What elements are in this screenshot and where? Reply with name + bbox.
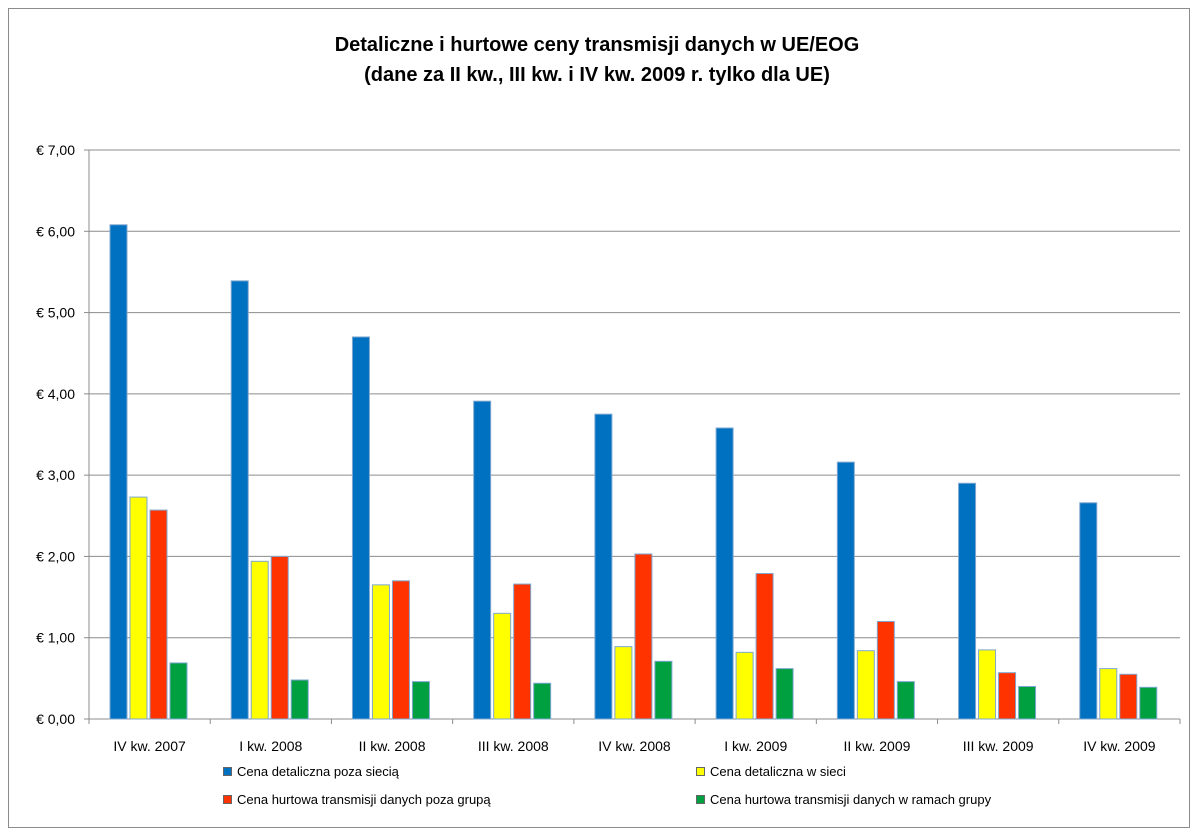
legend-item: Cena hurtowa transmisji danych w ramach … [696, 792, 991, 807]
bar [270, 555, 289, 720]
bar [755, 572, 774, 720]
y-tick-label: € 2,00 [36, 548, 75, 564]
x-tick-label: IV kw. 2007 [113, 738, 186, 754]
legend-label: Cena detaliczna w sieci [710, 764, 846, 779]
bar [896, 681, 915, 720]
bar [109, 224, 128, 720]
bar [513, 583, 532, 720]
legend-swatch [223, 767, 232, 776]
tick-labels: € 0,00 € 1,00 € 2,00 € 3,00 € 4,00 € 5,00 € 6,… [36, 142, 1156, 754]
x-tick-label: II kw. 2009 [843, 738, 910, 754]
chart-title: Detaliczne i hurtowe ceny transmisji dan… [334, 34, 860, 56]
bar [775, 668, 794, 720]
x-tick-label: II kw. 2008 [359, 738, 426, 754]
y-tick-label: € 7,00 [36, 142, 75, 158]
bar [493, 612, 512, 720]
bar [998, 672, 1017, 720]
bar [290, 679, 309, 720]
bar [614, 646, 633, 720]
legend-swatch [696, 795, 705, 804]
bar [371, 584, 390, 720]
bar [351, 336, 370, 720]
y-tick-label: € 0,00 [36, 711, 75, 727]
x-tick-label: I kw. 2009 [724, 738, 787, 754]
y-tick-label: € 3,00 [36, 467, 75, 483]
bar [169, 662, 188, 720]
bar [250, 560, 269, 720]
bar [978, 649, 997, 720]
bar [129, 496, 148, 720]
bar [473, 400, 492, 720]
bar [1099, 668, 1118, 720]
y-tick-label: € 5,00 [36, 305, 75, 321]
bar [533, 682, 552, 720]
bar [391, 580, 410, 720]
chart-subtitle: (dane za II kw., III kw. i IV kw. 2009 r… [364, 64, 830, 86]
bar [1018, 685, 1037, 720]
legend-label: Cena hurtowa transmisji danych w ramach … [710, 792, 992, 807]
bar [1079, 502, 1098, 720]
bar [411, 681, 430, 720]
bar [634, 553, 653, 720]
bar [958, 482, 977, 720]
legend-swatch [223, 795, 232, 804]
x-tick-label: IV kw. 2008 [598, 738, 671, 754]
gridlines [89, 149, 1180, 639]
x-tick-label: III kw. 2008 [478, 738, 549, 754]
bar [230, 280, 249, 720]
y-tick-label: € 6,00 [36, 223, 75, 239]
bar [836, 461, 855, 720]
bars [109, 224, 1158, 720]
y-tick-label: € 4,00 [36, 386, 75, 402]
bar [594, 413, 613, 720]
bar [654, 660, 673, 720]
bar [149, 509, 168, 720]
x-tick-label: IV kw. 2009 [1083, 738, 1156, 754]
bar [735, 651, 754, 720]
legend-item: Cena detaliczna poza siecią [223, 764, 399, 779]
bar [856, 650, 875, 720]
legend-item: Cena detaliczna w sieci [696, 764, 846, 779]
legend-label: Cena detaliczna poza siecią [237, 764, 399, 779]
bar [1139, 686, 1158, 720]
legend-swatch [696, 767, 705, 776]
bar [876, 620, 895, 720]
legend-label: Cena hurtowa transmisji danych poza grup… [237, 792, 491, 807]
y-tick-label: € 1,00 [36, 630, 75, 646]
bar [715, 427, 734, 720]
x-tick-label: III kw. 2009 [963, 738, 1034, 754]
x-tick-label: I kw. 2008 [239, 738, 302, 754]
legend-item: Cena hurtowa transmisji danych poza grup… [223, 792, 491, 807]
bar [1119, 673, 1138, 720]
